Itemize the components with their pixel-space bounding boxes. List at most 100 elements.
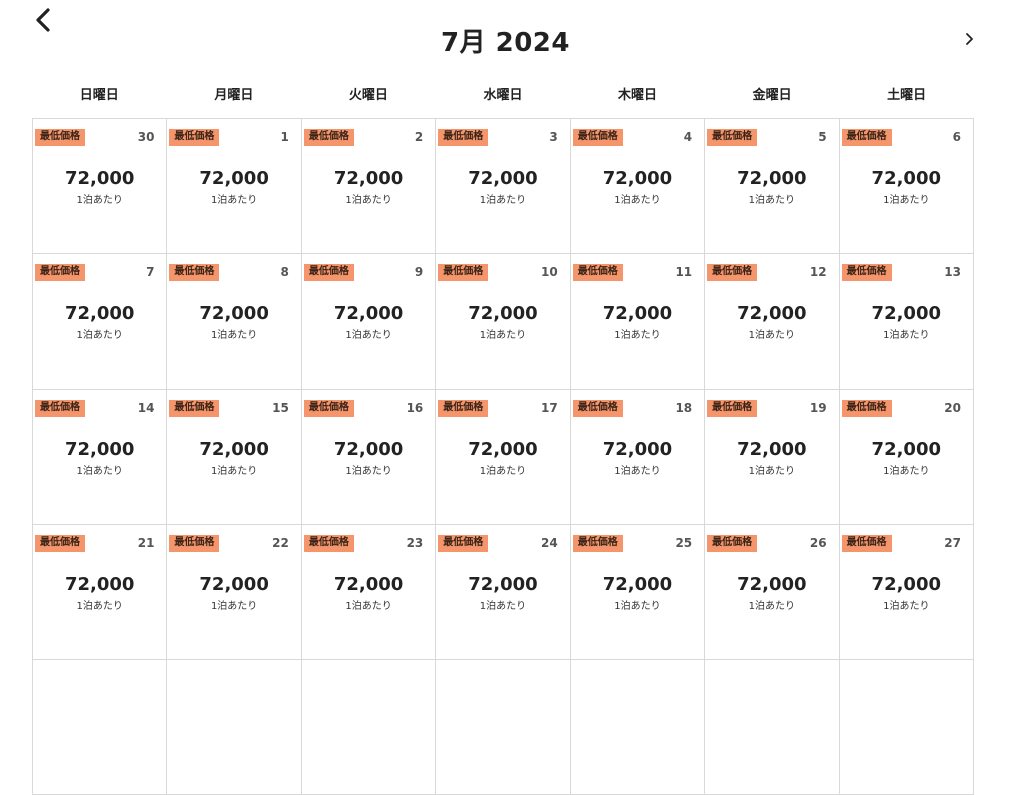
weekday-monday: 月曜日 (214, 88, 254, 103)
prev-month-button[interactable] (32, 6, 58, 36)
calendar-day-cell[interactable]: 最低価格 10 72,000 1泊あたり (436, 254, 571, 390)
lowest-price-badge: 最低価格 (707, 399, 758, 417)
nightly-price: 72,000 (737, 168, 807, 189)
day-number: 18 (675, 400, 693, 415)
lowest-price-badge: 最低価格 (169, 264, 220, 282)
calendar-day-cell[interactable]: 最低価格 6 72,000 1泊あたり (839, 119, 974, 255)
next-month-button[interactable] (960, 29, 978, 49)
day-number: 6 (952, 130, 961, 144)
nightly-price: 72,000 (199, 573, 269, 595)
calendar-day-cell (436, 660, 571, 795)
calendar-day-cell[interactable]: 最低価格 13 72,000 1泊あたり (839, 254, 974, 390)
per-night-label: 1泊あたり (210, 330, 258, 342)
calendar-day-cell[interactable]: 最低価格 4 72,000 1泊あたり (570, 119, 706, 255)
day-number: 13 (944, 265, 961, 280)
calendar-day-cell[interactable]: 最低価格 15 72,000 1泊あたり (167, 389, 302, 525)
lowest-price-badge: 最低価格 (707, 129, 758, 146)
calendar-day-cell[interactable]: 最低価格 1 72,000 1泊あたり (167, 119, 302, 255)
calendar-day-cell[interactable]: 最低価格 26 72,000 1泊あたり (705, 524, 840, 660)
lowest-price-badge: 最低価格 (438, 129, 489, 146)
day-number: 5 (818, 130, 827, 144)
lowest-price-badge: 最低価格 (303, 129, 354, 146)
day-number: 20 (944, 400, 961, 415)
nightly-price: 72,000 (333, 573, 404, 595)
nightly-price: 72,000 (333, 438, 404, 460)
calendar-day-cell[interactable]: 最低価格 25 72,000 1泊あたり (570, 524, 706, 660)
per-night-label: 1泊あたり (345, 330, 392, 342)
lowest-price-badge: 最低価格 (438, 399, 489, 417)
per-night-label: 1泊あたり (479, 195, 527, 206)
day-number: 3 (549, 130, 558, 144)
day-number: 24 (541, 535, 558, 550)
day-number: 17 (541, 400, 558, 415)
calendar-day-cell[interactable]: 最低価格 7 72,000 1泊あたり (33, 254, 168, 390)
calendar-day-cell[interactable]: 最低価格 9 72,000 1泊あたり (301, 254, 437, 390)
calendar-day-cell[interactable]: 最低価格 2 72,000 1泊あたり (301, 119, 437, 255)
calendar-day-cell[interactable]: 最低価格 14 72,000 1泊あたり (33, 389, 168, 525)
calendar-day-cell[interactable]: 最低価格 3 72,000 1泊あたり (436, 119, 571, 255)
nightly-price: 72,000 (64, 303, 135, 325)
calendar-day-cell (839, 660, 974, 795)
day-number: 10 (541, 265, 558, 280)
lowest-price-badge: 最低価格 (841, 129, 892, 146)
per-night-label: 1泊あたり (883, 600, 930, 612)
per-night-label: 1泊あたり (748, 195, 796, 206)
day-number: 16 (406, 400, 424, 415)
nightly-price: 72,000 (64, 438, 135, 460)
day-number: 4 (683, 130, 693, 144)
calendar-day-cell[interactable]: 最低価格 8 72,000 1泊あたり (167, 254, 302, 390)
nightly-price: 72,000 (602, 303, 673, 325)
lowest-price-badge: 最低価格 (572, 129, 623, 146)
nightly-price: 72,000 (199, 303, 269, 325)
day-number: 2 (414, 130, 424, 144)
lowest-price-badge: 最低価格 (841, 534, 892, 552)
calendar-day-cell[interactable]: 最低価格 11 72,000 1泊あたり (570, 254, 706, 390)
calendar-day-cell[interactable]: 最低価格 24 72,000 1泊あたり (436, 524, 571, 660)
lowest-price-badge: 最低価格 (303, 534, 354, 552)
lowest-price-badge: 最低価格 (438, 534, 489, 552)
calendar-day-cell[interactable]: 最低価格 5 72,000 1泊あたり (705, 119, 840, 255)
nightly-price: 72,000 (468, 438, 538, 460)
calendar-day-cell[interactable]: 最低価格 12 72,000 1泊あたり (705, 254, 840, 390)
per-night-label: 1泊あたり (76, 465, 123, 477)
month-title: 7月 2024 (440, 28, 570, 58)
calendar-day-cell[interactable]: 最低価格 27 72,000 1泊あたり (839, 524, 974, 660)
per-night-label: 1泊あたり (479, 330, 527, 342)
lowest-price-badge: 最低価格 (572, 534, 623, 552)
lowest-price-badge: 最低価格 (35, 129, 85, 146)
calendar-day-cell[interactable]: 最低価格 23 72,000 1泊あたり (301, 524, 437, 660)
per-night-label: 1泊あたり (479, 600, 527, 612)
day-number: 8 (280, 265, 289, 280)
calendar-day-cell[interactable]: 最低価格 21 72,000 1泊あたり (33, 524, 168, 660)
calendar-day-cell[interactable]: 最低価格 16 72,000 1泊あたり (301, 389, 437, 525)
weekday-saturday: 土曜日 (887, 88, 927, 103)
day-number: 25 (675, 535, 693, 550)
lowest-price-badge: 最低価格 (707, 264, 758, 282)
per-night-label: 1泊あたり (345, 600, 392, 612)
chevron-right-icon (966, 33, 973, 45)
weekday-header-row: 日曜日 月曜日 火曜日 水曜日 木曜日 金曜日 土曜日 (32, 84, 974, 103)
per-night-label: 1泊あたり (345, 465, 392, 477)
calendar-day-cell (33, 660, 168, 795)
calendar-day-cell[interactable]: 最低価格 20 72,000 1泊あたり (839, 389, 974, 525)
weekday-friday: 金曜日 (752, 88, 792, 103)
calendar-day-cell[interactable]: 最低価格 22 72,000 1泊あたり (167, 524, 302, 660)
lowest-price-badge: 最低価格 (169, 399, 220, 417)
lowest-price-badge: 最低価格 (572, 399, 623, 417)
calendar-day-cell[interactable]: 最低価格 30 72,000 1泊あたり (33, 119, 168, 255)
nightly-price: 72,000 (871, 438, 942, 460)
calendar-day-cell[interactable]: 最低価格 17 72,000 1泊あたり (436, 389, 571, 525)
lowest-price-badge: 最低価格 (572, 264, 623, 282)
calendar-day-cell[interactable]: 最低価格 19 72,000 1泊あたり (705, 389, 840, 525)
day-number: 14 (137, 400, 155, 415)
per-night-label: 1泊あたり (76, 330, 123, 342)
calendar-day-cell[interactable]: 最低価格 18 72,000 1泊あたり (570, 389, 706, 525)
per-night-label: 1泊あたり (614, 330, 661, 342)
nightly-price: 72,000 (871, 573, 942, 595)
nightly-price: 72,000 (737, 303, 807, 325)
day-number: 22 (272, 535, 289, 550)
nightly-price: 72,000 (871, 303, 942, 325)
per-night-label: 1泊あたり (210, 465, 258, 477)
nightly-price: 72,000 (468, 573, 538, 595)
per-night-label: 1泊あたり (345, 195, 392, 206)
